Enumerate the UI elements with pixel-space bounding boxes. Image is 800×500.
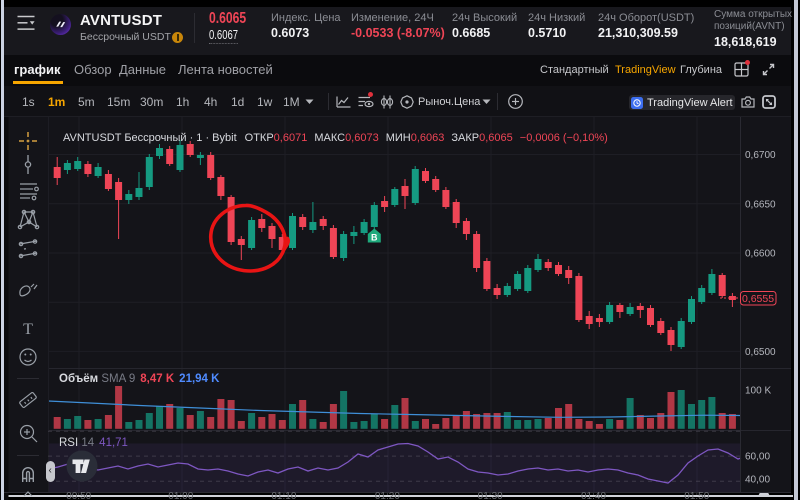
svg-text:0,6500: 0,6500 xyxy=(745,347,776,358)
svg-text:60,00: 60,00 xyxy=(745,451,770,462)
svg-text:01:40: 01:40 xyxy=(581,491,606,500)
svg-text:0,6700: 0,6700 xyxy=(745,150,776,161)
svg-text:100 K: 100 K xyxy=(745,386,771,397)
svg-text:0,6600: 0,6600 xyxy=(745,249,776,260)
svg-text:00:50: 00:50 xyxy=(66,491,91,500)
svg-text:0,6650: 0,6650 xyxy=(745,199,776,210)
svg-text:01:20: 01:20 xyxy=(375,491,400,500)
svg-text:01:00: 01:00 xyxy=(168,491,193,500)
svg-text:0,6555: 0,6555 xyxy=(742,293,774,305)
svg-text:01:10: 01:10 xyxy=(271,491,296,500)
svg-text:T: T xyxy=(23,321,33,338)
svg-text:Объём SMA 98,47 K21,94 K: Объём SMA 9 8,47 K 21,94 K xyxy=(59,373,220,385)
svg-text:01:50: 01:50 xyxy=(684,491,709,500)
svg-text:AVNTUSDT Бессрочный · 1 · Bybi: AVNTUSDT Бессрочный · 1 · Bybit ОТКР0,607… xyxy=(63,132,608,144)
svg-text:40,00: 40,00 xyxy=(745,474,770,485)
svg-text:01:30: 01:30 xyxy=(478,491,503,500)
svg-text:B: B xyxy=(371,233,378,243)
